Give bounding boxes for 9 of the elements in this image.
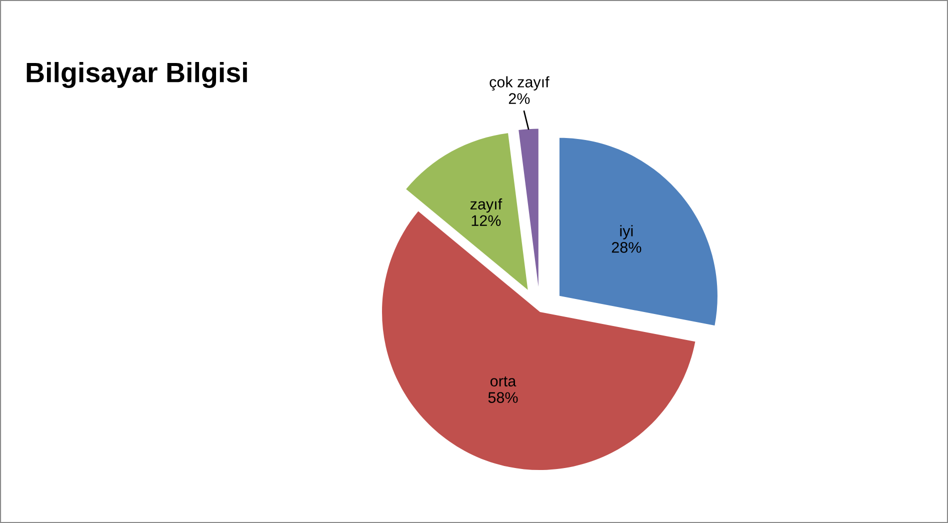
data-label: 28%: [612, 242, 642, 253]
text: Bilgisayar Bilgisi: [26, 62, 247, 88]
data-label: 12%: [472, 215, 501, 226]
slice-label: orta: [490, 376, 516, 387]
slice-label: zayıf: [470, 198, 502, 213]
data-label: 58%: [488, 392, 518, 403]
slice-label: çok zayıf: [490, 76, 550, 91]
slice-label: iyi: [620, 225, 633, 240]
data-label: 2%: [508, 93, 530, 104]
